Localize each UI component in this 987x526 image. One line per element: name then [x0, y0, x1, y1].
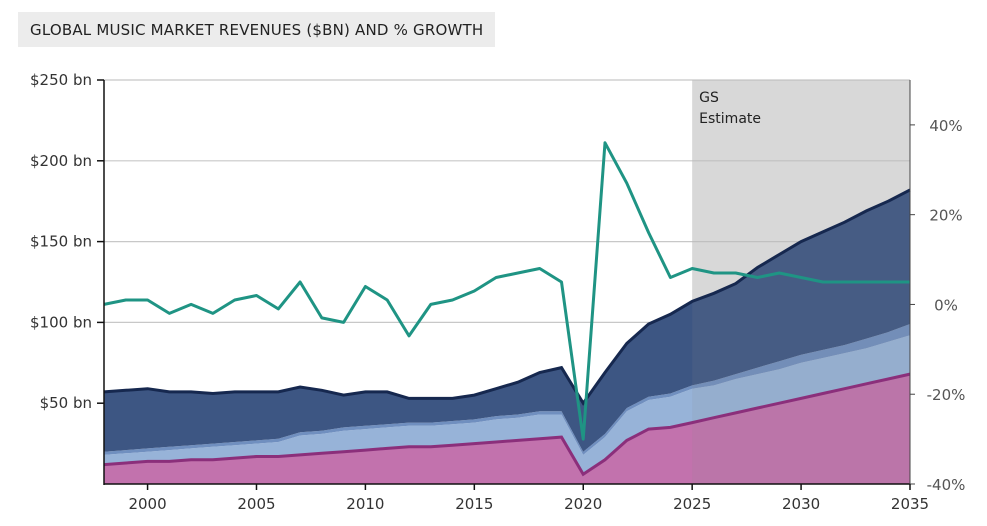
estimate-label: GS — [699, 90, 719, 106]
y-tick-label-right: 40% — [929, 117, 962, 135]
chart-title-box: GLOBAL MUSIC MARKET REVENUES ($BN) AND %… — [18, 12, 496, 47]
x-tick-label: 2005 — [237, 495, 275, 513]
line-series-1-top — [103, 372, 911, 477]
x-tick-label: 2035 — [891, 495, 929, 513]
x-tick-label: 2000 — [128, 495, 166, 513]
y-tick-label-left: $250 bn — [30, 71, 92, 89]
estimate-label: Estimate — [699, 111, 761, 127]
x-tick-label: 2030 — [782, 495, 820, 513]
y-tick-label-left: $50 bn — [40, 394, 92, 412]
x-tick-label: 2020 — [564, 495, 602, 513]
area-series-4 — [104, 189, 910, 452]
area-series-1 — [104, 374, 910, 484]
y-tick-label-left: $200 bn — [30, 152, 92, 170]
x-tick-label: 2010 — [346, 495, 384, 513]
y-tick-label-right: -20% — [927, 386, 966, 404]
y-tick-label-left: $100 bn — [30, 313, 92, 331]
y-tick-label-right: 0% — [934, 296, 958, 314]
y-tick-label-right: 20% — [929, 207, 962, 225]
line-total — [103, 188, 911, 406]
area-series-2 — [104, 335, 910, 475]
chart-title: GLOBAL MUSIC MARKET REVENUES ($BN) AND %… — [30, 20, 484, 39]
x-tick-label: 2015 — [455, 495, 493, 513]
y-tick-label-right: -40% — [927, 476, 966, 494]
growth-line — [103, 141, 910, 441]
y-tick-label-left: $150 bn — [30, 233, 92, 251]
x-tick-label: 2025 — [673, 495, 711, 513]
